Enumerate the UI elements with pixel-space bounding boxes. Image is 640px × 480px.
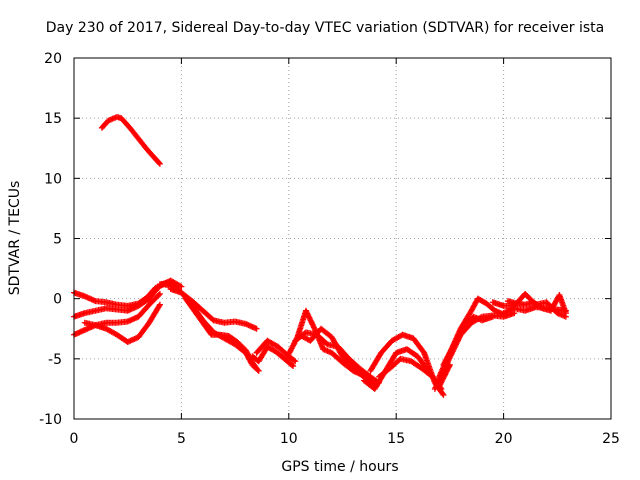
data-point: [253, 325, 260, 332]
x-tick-label: 10: [280, 431, 298, 447]
data-point: [177, 282, 184, 289]
y-tick-label: -5: [48, 352, 62, 368]
data-point: [562, 310, 569, 317]
y-tick-label: 0: [53, 292, 62, 308]
x-tick-label: 25: [602, 431, 620, 447]
data-point: [440, 391, 447, 398]
data-point: [252, 364, 259, 371]
series-arc-13: [296, 325, 378, 390]
x-tick-label: 5: [177, 431, 186, 447]
data-point: [538, 304, 545, 311]
series-arc-7: [167, 286, 262, 374]
series-arc-3: [71, 277, 185, 320]
data-point: [292, 358, 299, 365]
x-tick-label: 20: [495, 431, 513, 447]
y-tick-label: 10: [44, 171, 62, 187]
series-arc-10: [249, 343, 297, 370]
series-arc-8: [182, 295, 260, 372]
data-point: [155, 291, 162, 298]
data-point: [253, 365, 260, 372]
series-arc-22: [504, 292, 569, 317]
data-point: [156, 159, 163, 166]
axis-ticks: 0 5 10 15 20 25 -10 -5 0 5 10 15 20: [39, 51, 620, 447]
series-arc-1: [98, 113, 163, 167]
chart-title: Day 230 of 2017, Sidereal Day-to-day VTE…: [46, 20, 604, 36]
data-point: [439, 390, 446, 397]
y-tick-label: -10: [39, 412, 62, 428]
data-point: [289, 362, 296, 369]
data-point: [178, 283, 185, 290]
y-axis-label: SDTVAR / TECUs: [7, 181, 23, 296]
data-point: [290, 363, 297, 370]
data-point: [156, 160, 163, 167]
series-arc-9: [253, 337, 299, 365]
x-tick-label: 0: [70, 431, 79, 447]
data-point: [156, 290, 163, 297]
data-point: [489, 313, 496, 320]
data-point: [156, 302, 163, 309]
x-tick-label: 15: [387, 431, 405, 447]
data-points: [71, 113, 569, 398]
y-tick-label: 20: [44, 51, 62, 67]
data-point: [291, 357, 298, 364]
x-axis-label: GPS time / hours: [281, 459, 398, 475]
data-point: [156, 301, 163, 308]
series-arc-5: [81, 301, 163, 345]
y-tick-label: 5: [53, 232, 62, 248]
y-tick-label: 15: [44, 111, 62, 127]
data-point: [438, 385, 445, 392]
series-arc-19: [440, 313, 496, 368]
